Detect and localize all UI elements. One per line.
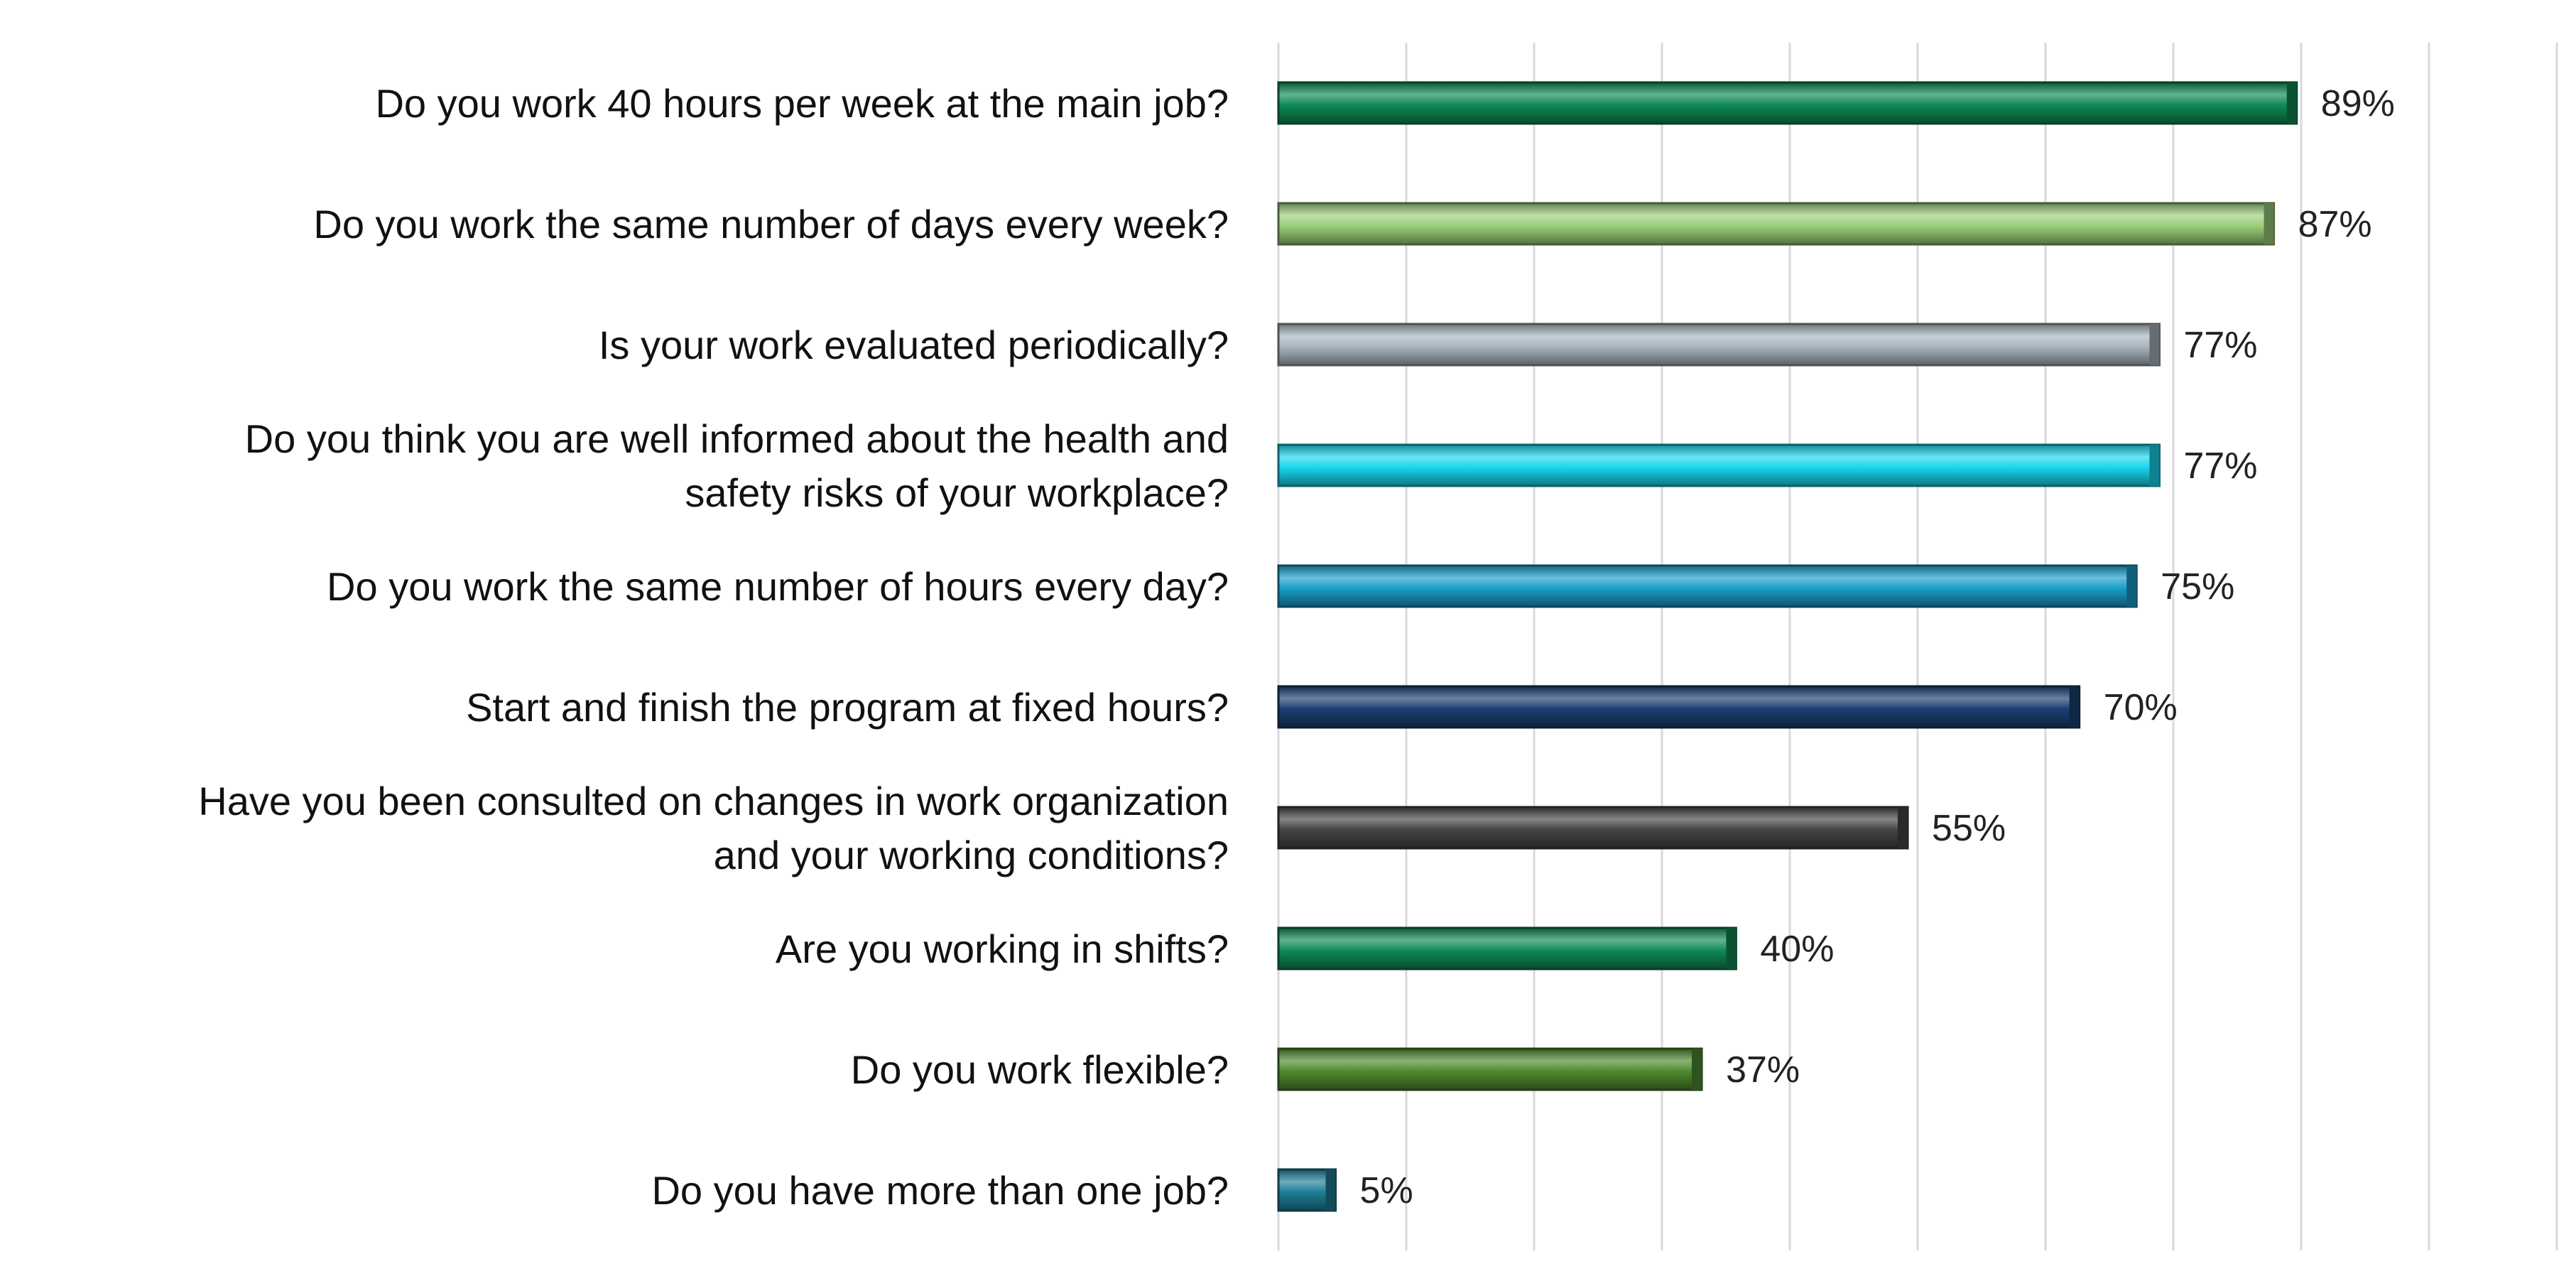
bar-end-bevel [2286,82,2297,124]
category-label: Do you work the same number of days ever… [313,202,1229,247]
category-label-line: Do you work 40 hours per week at the mai… [375,81,1229,126]
bar [1277,323,2161,367]
category-label-line: Have you been consulted on changes in wo… [198,779,1229,823]
category-label-line: Do you work the same number of hours eve… [327,564,1229,609]
value-label: 77% [2183,325,2257,366]
bar-end-bevel [2263,203,2274,244]
category-label-line: safety risks of your workplace? [685,470,1229,515]
bar-end-bevel [2149,445,2160,486]
bar-end-bevel [2126,566,2137,607]
category-label: Start and finish the program at fixed ho… [466,685,1229,730]
category-label-line: Are you working in shifts? [776,926,1229,971]
category-label-line: Do you think you are well informed about… [245,416,1229,461]
value-label: 89% [2321,83,2395,124]
bar [1277,81,2298,125]
category-label-line: Do you work the same number of days ever… [313,202,1229,247]
bar [1277,564,2138,608]
bar [1277,685,2081,729]
value-label: 70% [2104,687,2178,728]
bar [1277,443,2161,487]
bar-end-bevel [1325,1169,1336,1211]
value-label: 37% [1726,1049,1800,1091]
bar-end-bevel [2069,686,2080,728]
bars [1277,81,2298,1212]
value-label: 87% [2298,204,2372,245]
value-label: 77% [2183,445,2257,487]
value-labels: 89% 87% 77% 77% 75% 70% 55% 40% 37% 5% [1360,83,2395,1211]
bar-end-bevel [1726,928,1737,969]
value-label: 5% [1360,1170,1413,1211]
category-label: Do you work 40 hours per week at the mai… [375,81,1229,126]
category-label-line: Do you work flexible? [851,1047,1229,1092]
category-label-line: Is your work evaluated periodically? [599,323,1229,367]
category-label: Are you working in shifts? [776,926,1229,971]
category-label-line: Do you have more than one job? [651,1168,1229,1213]
bar [1277,202,2276,246]
category-label: Do you work flexible? [851,1047,1229,1092]
category-label: Do you work the same number of hours eve… [327,564,1229,609]
category-label: Is your work evaluated periodically? [599,323,1229,367]
category-label: Do you think you are well informed about… [245,416,1229,515]
category-label-line: and your working conditions? [714,833,1229,877]
bar [1277,1047,1703,1091]
value-label: 55% [1932,808,2006,849]
value-label: 40% [1760,929,1834,970]
value-label: 75% [2161,566,2234,607]
bar [1277,926,1737,970]
bar-end-bevel [1898,807,1908,848]
category-label-line: Start and finish the program at fixed ho… [466,685,1229,730]
category-labels: Do you work 40 hours per week at the mai… [198,81,1229,1213]
category-label: Do you have more than one job? [651,1168,1229,1213]
bar-end-bevel [2149,324,2160,365]
bar [1277,806,1909,850]
bar-end-bevel [1692,1049,1702,1090]
category-label: Have you been consulted on changes in wo… [198,779,1229,877]
